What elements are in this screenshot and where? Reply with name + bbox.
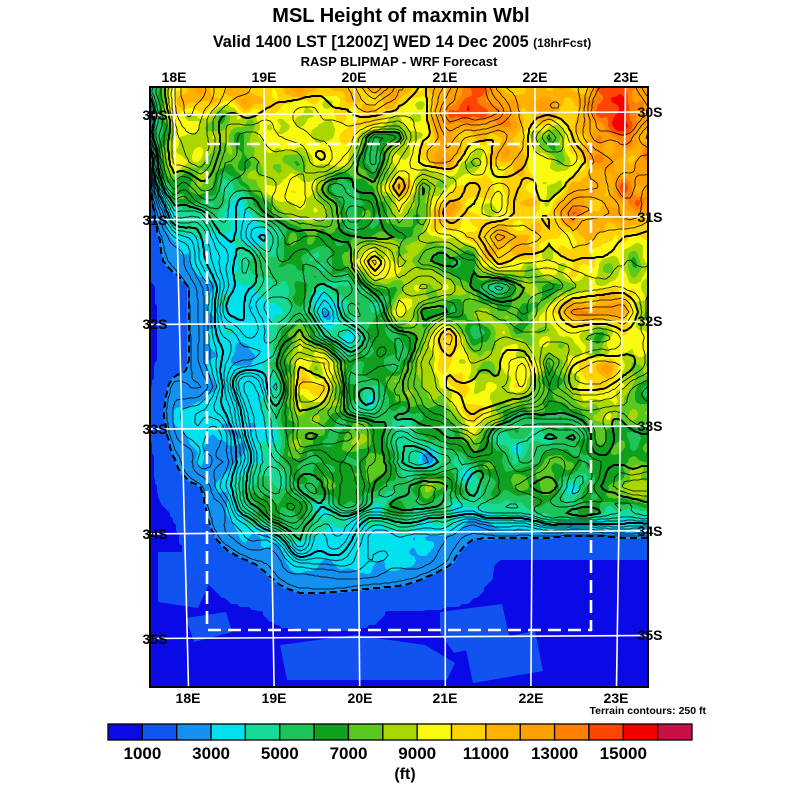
svg-text:23E: 23E	[614, 69, 639, 85]
svg-text:32S: 32S	[143, 316, 168, 332]
svg-text:3000: 3000	[192, 744, 230, 763]
svg-text:30S: 30S	[143, 107, 168, 123]
svg-text:21E: 21E	[433, 69, 458, 85]
svg-text:35S: 35S	[638, 627, 663, 643]
svg-text:34S: 34S	[638, 523, 663, 539]
svg-text:22E: 22E	[519, 690, 544, 706]
svg-text:MSL Height of maxmin Wbl: MSL Height of maxmin Wbl	[272, 5, 529, 27]
svg-text:20E: 20E	[342, 69, 367, 85]
svg-text:31S: 31S	[143, 212, 168, 228]
svg-text:35S: 35S	[143, 631, 168, 647]
svg-text:30S: 30S	[638, 104, 663, 120]
svg-text:1000: 1000	[123, 744, 161, 763]
svg-text:19E: 19E	[262, 690, 287, 706]
svg-text:32S: 32S	[638, 313, 663, 329]
svg-text:RASP BLIPMAP - WRF Forecast: RASP BLIPMAP - WRF Forecast	[301, 54, 498, 69]
svg-text:22E: 22E	[523, 69, 548, 85]
svg-text:18E: 18E	[176, 690, 201, 706]
svg-text:23E: 23E	[604, 690, 629, 706]
svg-text:Terrain contours: 250 ft: Terrain contours: 250 ft	[590, 705, 707, 717]
svg-text:19E: 19E	[252, 69, 277, 85]
svg-text:34S: 34S	[143, 526, 168, 542]
svg-text:15000: 15000	[600, 744, 647, 763]
svg-text:9000: 9000	[398, 744, 436, 763]
svg-text:33S: 33S	[638, 418, 663, 434]
svg-text:11000: 11000	[463, 744, 509, 763]
svg-text:21E: 21E	[433, 690, 458, 706]
svg-text:5000: 5000	[261, 744, 299, 763]
svg-text:18E: 18E	[162, 69, 187, 85]
svg-text:20E: 20E	[348, 690, 373, 706]
svg-text:33S: 33S	[143, 421, 168, 437]
svg-text:7000: 7000	[330, 744, 368, 763]
svg-text:Valid 1400 LST [1200Z] WED 14: Valid 1400 LST [1200Z] WED 14 Dec 2005 (…	[213, 33, 591, 51]
svg-text:13000: 13000	[531, 744, 578, 763]
svg-text:(ft): (ft)	[394, 766, 415, 783]
svg-text:31S: 31S	[638, 209, 663, 225]
